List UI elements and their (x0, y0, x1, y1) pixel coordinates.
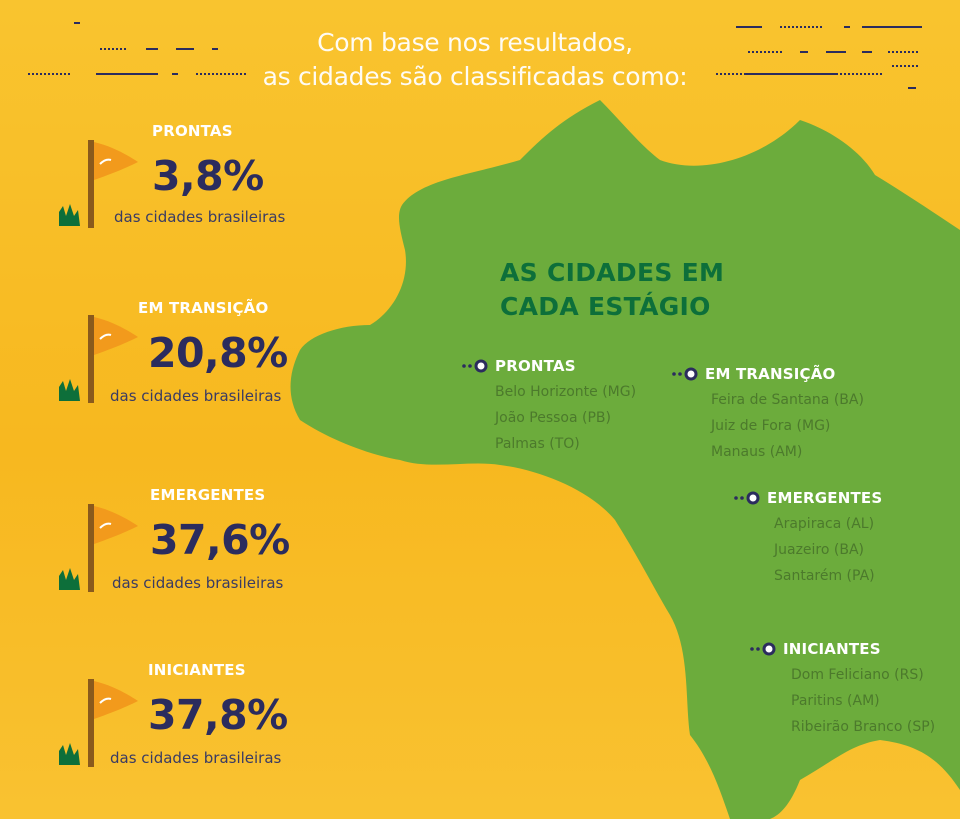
flag-icon (59, 315, 138, 403)
stat-percentage: 3,8% (152, 152, 264, 200)
stat-em-transicao: EM TRANSIÇÃO 20,8% das cidades brasileir… (56, 293, 316, 433)
city-list: Arapiraca (AL) Juazeiro (BA) Santarém (P… (774, 511, 882, 589)
stat-label: PRONTAS (152, 122, 233, 140)
map-title-line-2: CADA ESTÁGIO (500, 292, 711, 321)
marker-icon (750, 642, 776, 656)
stat-subtext: das cidades brasileiras (110, 387, 282, 405)
brazil-map-shape (290, 100, 960, 819)
stat-subtext: das cidades brasileiras (112, 574, 284, 592)
stat-prontas: PRONTAS 3,8% das cidades brasileiras (56, 118, 316, 258)
stat-label: EMERGENTES (150, 486, 266, 504)
header-text: Com base nos resultados, as cidades são … (240, 26, 710, 94)
map-title: AS CIDADES EM CADA ESTÁGIO (500, 256, 724, 324)
marker-icon (734, 491, 760, 505)
header-line-2: as cidades são classificadas como: (262, 62, 688, 91)
header-line-1: Com base nos resultados, (317, 28, 633, 57)
list-item: Juiz de Fora (MG) (711, 418, 831, 434)
stat-label: INICIANTES (148, 661, 246, 679)
city-list: Belo Horizonte (MG) João Pessoa (PB) Pal… (495, 379, 636, 457)
list-item: Belo Horizonte (MG) (495, 384, 637, 400)
group-iniciantes: INICIANTES Dom Feliciano (RS) Paritins (… (750, 639, 935, 740)
stat-percentage: 37,8% (148, 691, 288, 739)
city-list: Feira de Santana (BA) Juiz de Fora (MG) … (711, 387, 864, 465)
list-item: Juazeiro (BA) (774, 542, 865, 558)
flag-icon (59, 679, 138, 767)
map-title-line-1: AS CIDADES EM (500, 258, 725, 287)
list-item: João Pessoa (PB) (495, 410, 611, 426)
list-item: Paritins (AM) (791, 693, 880, 709)
flag-icon (59, 504, 138, 592)
flag-icon (59, 140, 138, 228)
list-item: Santarém (PA) (774, 568, 875, 584)
list-item: Manaus (AM) (711, 444, 803, 460)
stat-emergentes: EMERGENTES 37,6% das cidades brasileiras (56, 482, 316, 622)
stat-iniciantes: INICIANTES 37,8% das cidades brasileiras (56, 657, 316, 797)
group-label: EMERGENTES (767, 489, 883, 507)
list-item: Arapiraca (AL) (774, 516, 875, 532)
group-label: INICIANTES (783, 640, 881, 658)
marker-icon (462, 359, 488, 373)
group-em-transicao: EM TRANSIÇÃO Feira de Santana (BA) Juiz … (672, 364, 864, 465)
group-emergentes: EMERGENTES Arapiraca (AL) Juazeiro (BA) … (734, 488, 882, 589)
group-label: EM TRANSIÇÃO (705, 365, 836, 383)
stat-label: EM TRANSIÇÃO (138, 299, 269, 317)
city-list: Dom Feliciano (RS) Paritins (AM) Ribeirã… (791, 662, 935, 740)
list-item: Dom Feliciano (RS) (791, 667, 924, 683)
stat-percentage: 20,8% (148, 329, 288, 377)
stat-subtext: das cidades brasileiras (114, 208, 286, 226)
stat-percentage: 37,6% (150, 516, 290, 564)
decorative-lines (28, 22, 922, 89)
group-prontas: PRONTAS Belo Horizonte (MG) João Pessoa … (462, 356, 636, 457)
marker-icon (672, 367, 698, 381)
list-item: Feira de Santana (BA) (711, 392, 864, 408)
list-item: Ribeirão Branco (SP) (791, 719, 936, 735)
group-label: PRONTAS (495, 357, 576, 375)
stat-subtext: das cidades brasileiras (110, 749, 282, 767)
list-item: Palmas (TO) (495, 436, 580, 452)
